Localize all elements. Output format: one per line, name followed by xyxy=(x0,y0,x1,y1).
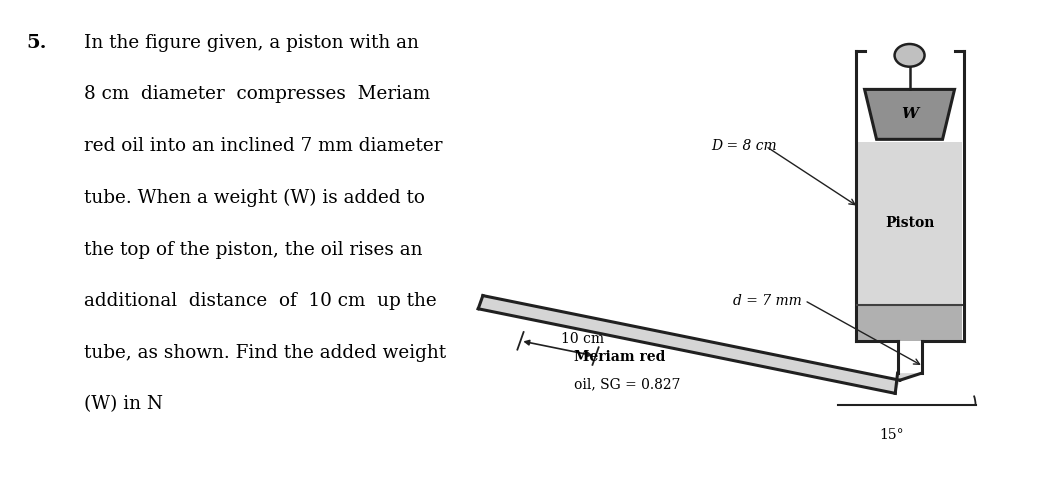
Polygon shape xyxy=(895,373,922,393)
Text: d = 7 mm: d = 7 mm xyxy=(733,294,802,308)
Text: oil, SG = 0.827: oil, SG = 0.827 xyxy=(573,378,681,392)
Bar xyxy=(857,305,962,341)
Text: 8 cm  diameter  compresses  Meriam: 8 cm diameter compresses Meriam xyxy=(84,85,430,103)
Text: (W) in N: (W) in N xyxy=(84,396,163,413)
Text: tube. When a weight (W) is added to: tube. When a weight (W) is added to xyxy=(84,189,425,207)
Text: W: W xyxy=(901,107,918,121)
Polygon shape xyxy=(479,296,899,393)
Text: 15°: 15° xyxy=(879,427,904,441)
Text: In the figure given, a piston with an: In the figure given, a piston with an xyxy=(84,34,419,52)
Text: Piston: Piston xyxy=(885,216,934,230)
Text: D = 8 cm: D = 8 cm xyxy=(712,139,777,153)
Text: 10 cm: 10 cm xyxy=(561,332,604,346)
Bar xyxy=(857,142,962,305)
Polygon shape xyxy=(865,89,954,139)
Text: additional  distance  of  10 cm  up the: additional distance of 10 cm up the xyxy=(84,292,437,310)
Text: the top of the piston, the oil rises an: the top of the piston, the oil rises an xyxy=(84,241,423,258)
Circle shape xyxy=(894,44,925,67)
Text: 5.: 5. xyxy=(26,34,47,52)
Text: red oil into an inclined 7 mm diameter: red oil into an inclined 7 mm diameter xyxy=(84,137,443,155)
Text: tube, as shown. Find the added weight: tube, as shown. Find the added weight xyxy=(84,344,446,362)
Text: Meriam red: Meriam red xyxy=(573,351,665,365)
